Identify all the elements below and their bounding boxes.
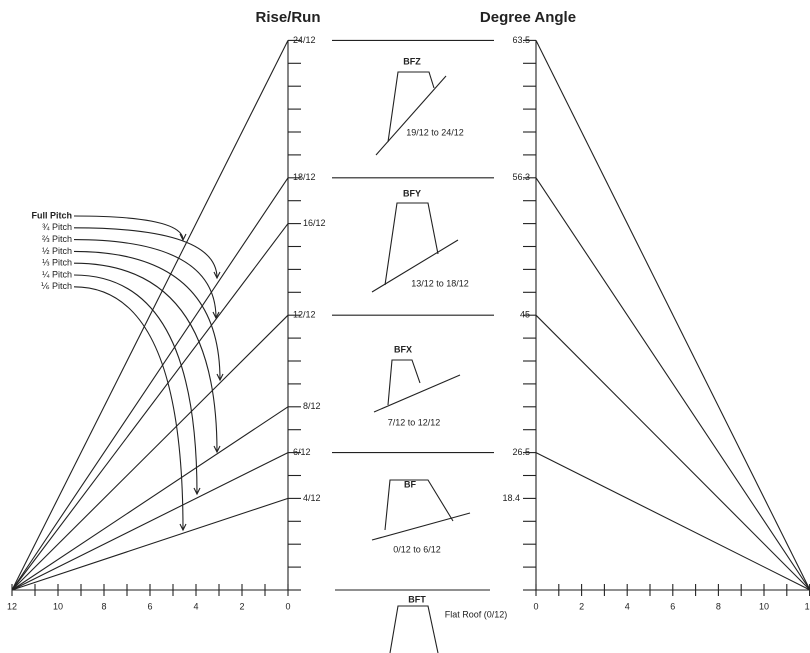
profile-code: BFZ	[403, 56, 421, 66]
rise-label: 16/12	[303, 218, 326, 228]
profile-code: BFY	[403, 188, 421, 198]
profile-range: 13/12 to 18/12	[411, 278, 469, 288]
right-axis-label: 6	[670, 601, 675, 611]
pitch-label: ¾ Pitch	[42, 222, 72, 232]
profile-range: 19/12 to 24/12	[406, 127, 464, 137]
rise-line	[11, 177, 289, 591]
rise-line	[11, 223, 289, 591]
rise-line	[11, 497, 289, 591]
profile-base	[375, 75, 447, 156]
title-degree-angle: Degree Angle	[480, 9, 576, 26]
arrow-head	[193, 487, 201, 496]
degree-label: 56.3	[512, 172, 530, 182]
left-axis-label: 12	[7, 601, 17, 611]
left-axis-label: 2	[239, 601, 244, 611]
left-axis-label: 4	[193, 601, 198, 611]
profile-code: BFX	[394, 344, 412, 354]
pitch-arrow	[73, 239, 217, 319]
rise-label: 8/12	[303, 401, 321, 411]
right-axis-label: 1	[805, 601, 810, 611]
degree-label: 45	[520, 310, 530, 320]
right-axis-label: 8	[716, 601, 721, 611]
arrow-head	[212, 311, 220, 320]
degree-label: 18.4	[502, 493, 520, 503]
right-axis-label: 0	[533, 601, 538, 611]
left-axis-label: 0	[285, 601, 290, 611]
rise-label: 12/12	[293, 310, 316, 320]
title-rise-run: Rise/Run	[255, 9, 320, 26]
profile-outline	[389, 605, 439, 653]
degree-line	[535, 40, 810, 591]
pitch-arrow	[73, 286, 184, 531]
pitch-label: ⅓ Pitch	[42, 258, 72, 268]
arrow-head	[213, 445, 221, 454]
profile-outline	[384, 202, 439, 286]
profile-outline	[387, 359, 421, 406]
degree-label: 63.5	[512, 35, 530, 45]
pitch-arrow	[73, 274, 198, 495]
profile-base	[371, 512, 471, 541]
degree-line	[535, 177, 810, 591]
profile-range: 7/12 to 12/12	[388, 417, 441, 427]
right-axis-label: 4	[625, 601, 630, 611]
pitch-arrow	[73, 215, 184, 241]
profile-code: BFT	[408, 594, 426, 604]
rise-line	[11, 406, 289, 591]
pitch-label: ½ Pitch	[42, 246, 72, 256]
left-axis-label: 10	[53, 601, 63, 611]
rise-label: 4/12	[303, 493, 321, 503]
pitch-label: Full Pitch	[32, 210, 73, 220]
right-axis-label: 10	[759, 601, 769, 611]
pitch-label: ⅙ Pitch	[41, 281, 72, 291]
arrow-head	[179, 523, 187, 532]
pitch-arrow	[73, 250, 221, 381]
arrow-head	[216, 373, 224, 382]
profile-outline	[387, 71, 435, 143]
rise-label: 6/12	[293, 447, 311, 457]
rise-line	[11, 314, 289, 591]
rise-label: 24/12	[293, 35, 316, 45]
rise-line	[11, 452, 289, 591]
right-axis-label: 2	[579, 601, 584, 611]
pitch-arrow	[73, 262, 218, 453]
profile-range: 0/12 to 6/12	[393, 544, 441, 554]
profile-base	[373, 374, 461, 413]
degree-line	[535, 452, 810, 591]
arrow-head	[213, 271, 221, 280]
pitch-label: ⅔ Pitch	[42, 234, 72, 244]
left-axis-label: 8	[101, 601, 106, 611]
rise-label: 18/12	[293, 172, 316, 182]
profile-outline	[384, 479, 454, 531]
left-axis-label: 6	[147, 601, 152, 611]
profile-code: BF	[404, 479, 416, 489]
profile-base	[371, 239, 459, 293]
pitch-arrow	[73, 227, 218, 279]
profile-range: Flat Roof (0/12)	[445, 609, 508, 619]
rise-line	[11, 40, 289, 591]
arrow-head	[179, 233, 187, 242]
pitch-label: ¼ Pitch	[42, 269, 72, 279]
degree-label: 26.5	[512, 447, 530, 457]
degree-line	[535, 314, 810, 591]
